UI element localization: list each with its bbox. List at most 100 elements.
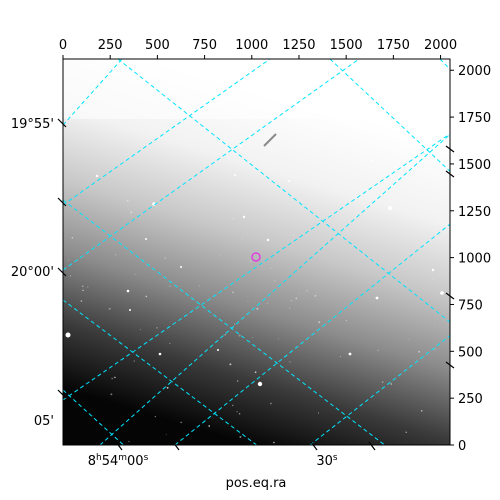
- faint-star: [270, 267, 272, 270]
- faint-star: [82, 289, 84, 292]
- top-tick-label: 0: [59, 38, 67, 53]
- faint-star: [166, 386, 169, 389]
- faint-star: [165, 433, 167, 435]
- faint-star: [316, 218, 319, 220]
- faint-star: [302, 223, 304, 225]
- faint-star: [303, 220, 306, 222]
- grid-line: [63, 59, 123, 126]
- faint-star: [133, 360, 135, 362]
- faint-star: [408, 338, 410, 340]
- faint-star: [232, 291, 234, 294]
- star: [65, 332, 71, 338]
- faint-star: [406, 283, 408, 285]
- top-tick-label: 500: [145, 38, 170, 53]
- faint-star: [317, 412, 320, 414]
- faint-star: [67, 259, 69, 261]
- faint-star: [111, 377, 114, 380]
- faint-star: [108, 307, 111, 310]
- faint-star: [277, 338, 279, 340]
- faint-star: [306, 290, 308, 292]
- star: [440, 291, 444, 295]
- faint-star: [317, 236, 319, 239]
- faint-star: [256, 307, 259, 310]
- faint-star: [219, 254, 221, 256]
- star: [242, 215, 246, 219]
- faint-star: [253, 212, 255, 214]
- faint-star: [274, 280, 276, 282]
- right-tick-label: 750: [458, 298, 483, 313]
- right-tick-label: 1500: [458, 158, 491, 173]
- faint-star: [345, 320, 347, 322]
- faint-star: [383, 243, 385, 245]
- faint-star: [80, 300, 83, 302]
- star: [288, 180, 290, 182]
- star: [431, 268, 435, 272]
- faint-star: [252, 336, 254, 338]
- star: [388, 206, 392, 210]
- top-axis: 0 250 500 750 1000 1250 1500 1750 2000: [59, 38, 457, 59]
- faint-star: [134, 274, 136, 275]
- star: [293, 112, 295, 114]
- faint-star: [139, 328, 141, 330]
- star-field: [63, 112, 444, 444]
- faint-star: [418, 350, 420, 353]
- star: [129, 309, 131, 311]
- star: [234, 174, 236, 176]
- right-tick-label: 500: [458, 345, 483, 360]
- faint-star: [249, 260, 252, 263]
- star: [266, 238, 270, 242]
- faint-star: [298, 293, 300, 295]
- star: [145, 238, 147, 240]
- right-tick-label: 1250: [458, 205, 491, 220]
- star: [348, 352, 352, 356]
- faint-star: [87, 286, 89, 288]
- faint-star: [381, 381, 384, 383]
- star: [95, 174, 99, 178]
- star: [375, 296, 379, 300]
- right-axis: 0 250 500 750 1000 1250 1500 1750 2000: [450, 64, 491, 454]
- dec-axis: [57, 118, 67, 399]
- faint-star: [273, 441, 275, 444]
- faint-star: [82, 285, 84, 287]
- faint-star: [434, 348, 436, 350]
- faint-star: [318, 321, 321, 324]
- grid-line: [329, 59, 450, 172]
- top-tick-label: 250: [98, 38, 123, 53]
- faint-star: [190, 206, 192, 208]
- grid-line: [63, 389, 125, 445]
- faint-star: [92, 415, 94, 417]
- plot-frame: [62, 58, 451, 446]
- faint-star: [238, 334, 241, 337]
- dec-tick-label-2: 20°00': [11, 265, 54, 280]
- right-tick-label: 250: [458, 392, 483, 407]
- star: [217, 349, 219, 351]
- ra-axis: [115, 441, 376, 451]
- faint-star: [295, 297, 298, 300]
- right-tick-label: 1000: [458, 252, 491, 267]
- faint-star: [145, 295, 148, 298]
- faint-star: [71, 236, 74, 239]
- faint-star: [130, 211, 133, 214]
- faint-star: [289, 307, 291, 309]
- right-tick-label: 1750: [458, 111, 491, 126]
- grid-line: [63, 299, 258, 445]
- faint-star: [169, 285, 171, 287]
- faint-star: [154, 415, 157, 418]
- faint-star: [224, 334, 226, 336]
- faint-star: [239, 435, 242, 438]
- faint-star: [164, 257, 167, 259]
- faint-star: [247, 301, 249, 303]
- faint-star: [156, 327, 158, 329]
- faint-star: [229, 363, 232, 366]
- faint-star: [339, 356, 342, 358]
- faint-star: [433, 325, 435, 327]
- faint-star: [289, 361, 291, 363]
- faint-star: [373, 300, 375, 302]
- faint-star: [238, 412, 241, 415]
- faint-star: [208, 425, 211, 427]
- star: [180, 266, 182, 268]
- faint-star: [254, 371, 257, 374]
- star: [257, 381, 263, 387]
- faint-star: [292, 234, 295, 236]
